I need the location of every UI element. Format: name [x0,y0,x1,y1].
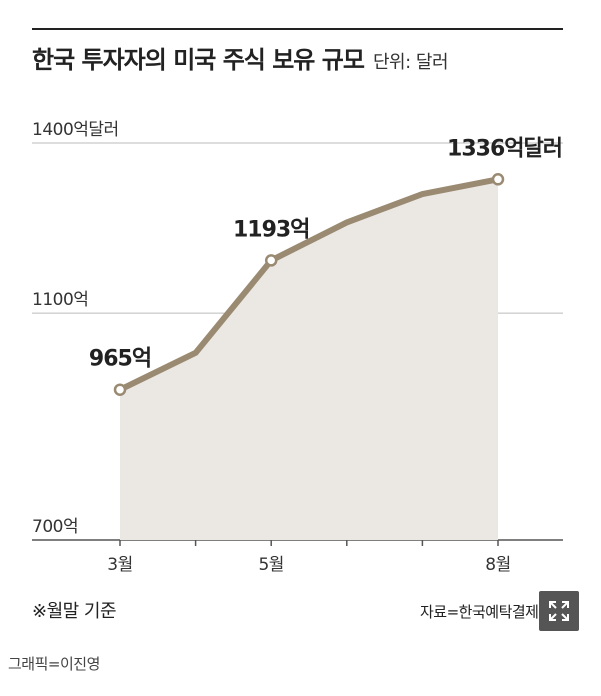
data-labels: 965억 1193억 1336억달러 [89,136,563,372]
y-tick-label: 700억 [32,517,78,537]
footnote: ※월말 기준 [32,601,117,622]
data-point-marker [491,173,505,186]
y-tick-label: 1100억 [32,290,88,310]
expand-icon [549,601,569,621]
marker-layer [113,173,505,396]
y-tick-labels: 1400억달러 1100억 700억 [32,120,119,537]
title-row: 한국 투자자의 미국 주식 보유 규모 단위: 달러 [32,40,449,75]
unit-label: 단위: 달러 [373,52,449,73]
x-tick-labels: 3월 5월 8월 [107,555,511,575]
chart-title: 한국 투자자의 미국 주식 보유 규모 [32,46,365,74]
top-rule [32,28,563,30]
data-label: 1193억 [233,217,309,242]
x-tick-label: 3월 [107,555,132,575]
data-label: 1336억달러 [447,136,562,161]
data-point-marker [264,254,278,267]
x-tick-label: 8월 [485,555,510,575]
source-text: 자료=한국예탁결제원 [420,603,552,621]
series-line [117,176,501,393]
data-label: 965억 [89,347,151,372]
data-point-marker [113,383,127,396]
x-tick-label: 5월 [258,555,283,575]
y-tick-label: 1400억달러 [32,120,119,140]
expand-button[interactable] [539,591,579,631]
area-fill [120,179,498,540]
credit-text: 그래픽=이진영 [8,655,100,673]
